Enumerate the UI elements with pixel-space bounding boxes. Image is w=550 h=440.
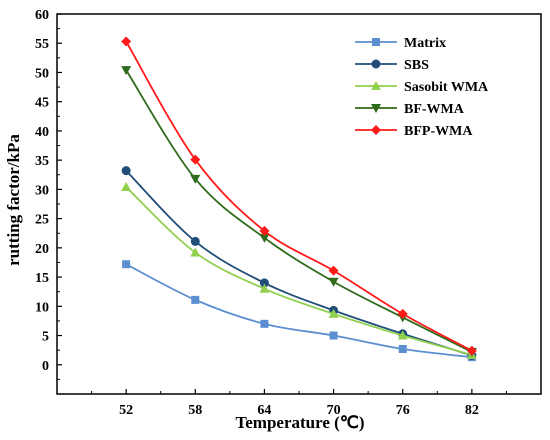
legend-marker [371,125,381,135]
data-point [260,319,269,328]
data-point [190,236,200,246]
legend-item: BF-WMA [355,102,465,117]
y-tick-label: 40 [35,125,49,140]
data-point [397,330,408,340]
data-point [328,277,339,287]
data-point [190,154,201,165]
x-tick-label: 70 [327,403,341,418]
legend-item: Matrix [355,36,446,51]
legend-marker [372,38,380,46]
data-point [121,166,131,176]
legend-item: Sasobit WMA [355,80,489,95]
data-point [121,182,132,192]
x-tick-label: 76 [396,403,410,418]
data-point [398,344,407,353]
series-sbs [121,166,477,360]
data-point [121,36,132,47]
data-point [259,225,270,236]
y-tick-label: 10 [35,300,49,315]
y-tick-label: 50 [35,66,49,81]
data-point [329,331,338,340]
y-tick-label: 0 [42,359,49,374]
series-line [125,263,472,359]
legend-marker [371,81,381,90]
y-tick-label: 5 [42,330,49,345]
data-point [259,233,270,243]
legend-label: Matrix [404,36,446,51]
data-point [191,295,200,304]
y-tick-label: 35 [35,154,49,169]
data-point [121,66,132,76]
x-tick-label: 52 [119,403,133,418]
data-point [397,308,408,319]
series-matrix [122,260,476,362]
y-tick-label: 20 [35,242,49,257]
data-point [328,308,339,318]
x-tick-label: 58 [188,403,202,418]
data-point [190,174,201,184]
series-line [125,186,473,356]
series-sasobit-wma [121,182,477,359]
data-point [122,260,131,269]
data-point [190,247,201,257]
plot-area-frame [56,13,542,395]
y-tick-label: 55 [35,37,49,52]
y-tick-label: 60 [35,8,49,23]
series-bfp-wma [121,36,477,356]
legend-item: BFP-WMA [355,124,473,139]
x-tick-label: 82 [465,403,479,418]
y-tick-label: 30 [35,183,49,198]
legend-label: BF-WMA [404,102,465,117]
x-tick-label: 64 [257,403,271,418]
x-axis-title: Temperature (℃) [235,413,364,432]
y-tick-label: 25 [35,213,49,228]
legend-label: Sasobit WMA [404,80,489,95]
y-axis-title: rutting factor/kPa [4,134,23,266]
legend-marker [371,104,381,113]
data-point [259,283,270,293]
legend-label: SBS [404,58,429,73]
y-tick-label: 15 [35,271,49,286]
data-point [328,265,339,276]
data-point [259,278,269,288]
series-line [125,170,473,357]
legend-item: SBS [355,58,429,73]
data-point [466,345,477,356]
legend-label: BFP-WMA [404,124,473,139]
y-tick-label: 45 [35,96,49,111]
legend-marker [371,59,381,69]
